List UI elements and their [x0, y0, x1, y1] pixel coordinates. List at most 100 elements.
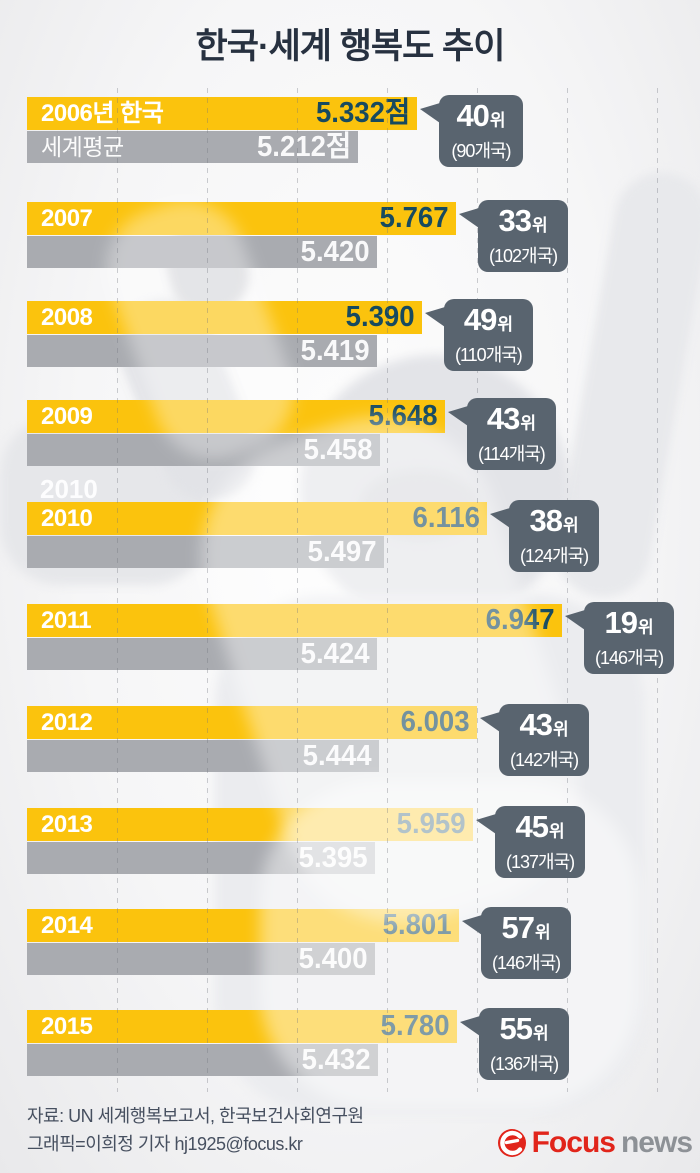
world-average-bar: 5.458 — [27, 434, 380, 466]
world-average-label: 세계평균 — [41, 134, 124, 160]
year-row: 2012 6.003 5.444 43위 (142개국) — [27, 704, 700, 776]
year-row: 2011 6.947 5.424 19위 (146개국) — [27, 602, 700, 674]
rank-line: 45위 — [506, 809, 574, 851]
rank-number: 57 — [501, 910, 535, 945]
rank-unit: 위 — [531, 216, 548, 235]
korea-score-bar: 2011 6.947 — [27, 604, 562, 637]
badge-tail-icon — [459, 208, 479, 228]
year-label: 2007 — [41, 205, 93, 232]
year-row: 2009 5.648 5.458 43위 (114개국) — [27, 398, 700, 470]
rank-badge: 33위 (102개국) — [459, 200, 569, 272]
chart-title: 한국·세계 행복도 추이 — [195, 27, 506, 66]
rank-line: 33위 — [489, 203, 557, 245]
world-score-value: 5.458 — [304, 434, 373, 466]
rank-line: 43위 — [510, 707, 578, 749]
year-label: 2010 — [41, 505, 93, 532]
badge-tail-icon — [420, 103, 440, 123]
rank-number: 33 — [498, 203, 532, 238]
world-score-value: 5.420 — [301, 236, 370, 268]
rank-number: 38 — [529, 503, 563, 538]
korea-score-value: 6.947 — [486, 604, 555, 636]
year-row: 2014 5.801 5.400 57위 (146개국) — [27, 907, 700, 979]
rank-unit: 위 — [637, 618, 654, 637]
world-average-bar: 5.424 — [27, 638, 377, 670]
korea-score-bar: 2015 5.780 — [27, 1010, 457, 1043]
korea-score-bar: 2014 5.801 — [27, 909, 459, 942]
rank-line: 57위 — [492, 910, 560, 952]
korea-score-bar: 2008 5.390 — [27, 301, 422, 334]
korea-score-value: 5.959 — [397, 808, 466, 840]
year-label: 2009 — [41, 403, 93, 430]
countries-count: (102개국) — [489, 246, 558, 266]
focus-news-swirl-icon — [497, 1129, 526, 1157]
badge-tail-icon — [490, 508, 510, 528]
countries-count: (146개국) — [492, 953, 561, 973]
rank-badge: 49위 (110개국) — [425, 299, 533, 371]
rank-badge: 43위 (142개국) — [480, 704, 590, 776]
rank-number: 45 — [515, 809, 549, 844]
year-label: 2012 — [41, 709, 93, 736]
rank-number: 19 — [604, 605, 638, 640]
source-text: 자료: UN 세계행복보고서, 한국보건사회연구원 — [27, 1106, 364, 1126]
korea-score-value: 5.767 — [380, 202, 449, 234]
korea-score-bar: 2006년 한국 5.332점 — [27, 97, 417, 130]
korea-score-value: 5.780 — [381, 1010, 450, 1042]
countries-count: (137개국) — [506, 852, 575, 872]
year-label: 2011 — [41, 607, 92, 634]
world-average-bar: 세계평균 5.212점 — [27, 131, 358, 163]
korea-score-value: 5.390 — [346, 301, 415, 333]
rank-badge: 55위 (136개국) — [460, 1008, 570, 1080]
korea-score-value: 5.801 — [383, 909, 452, 941]
rank-line: 43위 — [478, 401, 545, 443]
rank-unit: 위 — [552, 720, 569, 739]
world-score-value: 5.419 — [301, 335, 370, 367]
countries-count: (110개국) — [455, 345, 523, 365]
ghost-year-label: 2010 — [40, 474, 98, 504]
korea-score-bar: 2010 6.116 — [27, 502, 487, 535]
rank-unit: 위 — [520, 414, 536, 433]
world-score-value: 5.497 — [308, 536, 377, 568]
countries-count: (146개국) — [595, 648, 664, 668]
rank-badge: 43위 (114개국) — [448, 398, 556, 470]
rank-line: 40위 — [450, 98, 512, 140]
korea-score-value: 6.003 — [401, 706, 470, 738]
korea-score-bar: 2012 6.003 — [27, 706, 477, 739]
year-row: 2007 5.767 5.420 33위 (102개국) — [27, 200, 700, 272]
rank-unit: 위 — [548, 822, 565, 841]
year-label: 2013 — [41, 811, 93, 838]
world-average-bar: 5.497 — [27, 536, 384, 568]
countries-count: (124개국) — [520, 546, 589, 566]
logo-brand: Focus — [531, 1126, 616, 1159]
countries-count: (114개국) — [478, 444, 546, 464]
badge-tail-icon — [480, 712, 500, 732]
credit-text: 그래픽=이희정 기자 hj1925@focus.kr — [27, 1134, 303, 1154]
rank-badge: 40위 (90개국) — [420, 95, 523, 167]
rank-badge: 19위 (146개국) — [565, 602, 675, 674]
rank-unit: 위 — [532, 1024, 549, 1043]
rank-badge: 57위 (146개국) — [462, 907, 572, 979]
rank-line: 19위 — [595, 605, 663, 647]
year-row: 2006년 한국 5.332점 세계평균 5.212점 40위 (90개국) — [27, 95, 700, 167]
countries-count: (142개국) — [510, 750, 579, 770]
year-label: 2006년 한국 — [41, 100, 164, 127]
world-score-value: 5.424 — [301, 638, 370, 670]
rank-line: 49위 — [455, 302, 522, 344]
rank-unit: 위 — [562, 516, 579, 535]
year-row: 2013 5.959 5.395 45위 (137개국) — [27, 806, 700, 878]
badge-tail-icon — [460, 1016, 480, 1036]
year-label: 2015 — [41, 1013, 93, 1040]
rank-badge: 38위 (124개국) — [490, 500, 600, 572]
korea-score-bar: 2013 5.959 — [27, 808, 473, 841]
rank-unit: 위 — [489, 111, 506, 130]
korea-score-value: 6.116 — [412, 502, 480, 534]
rank-line: 55위 — [490, 1011, 558, 1053]
rank-unit: 위 — [497, 315, 513, 334]
world-score-value: 5.400 — [299, 943, 368, 975]
korea-score-value: 5.648 — [369, 400, 438, 432]
badge-tail-icon — [462, 915, 482, 935]
korea-score-bar: 2009 5.648 — [27, 400, 445, 433]
rank-line: 38위 — [520, 503, 588, 545]
badge-tail-icon — [565, 610, 585, 630]
badge-tail-icon — [476, 814, 496, 834]
